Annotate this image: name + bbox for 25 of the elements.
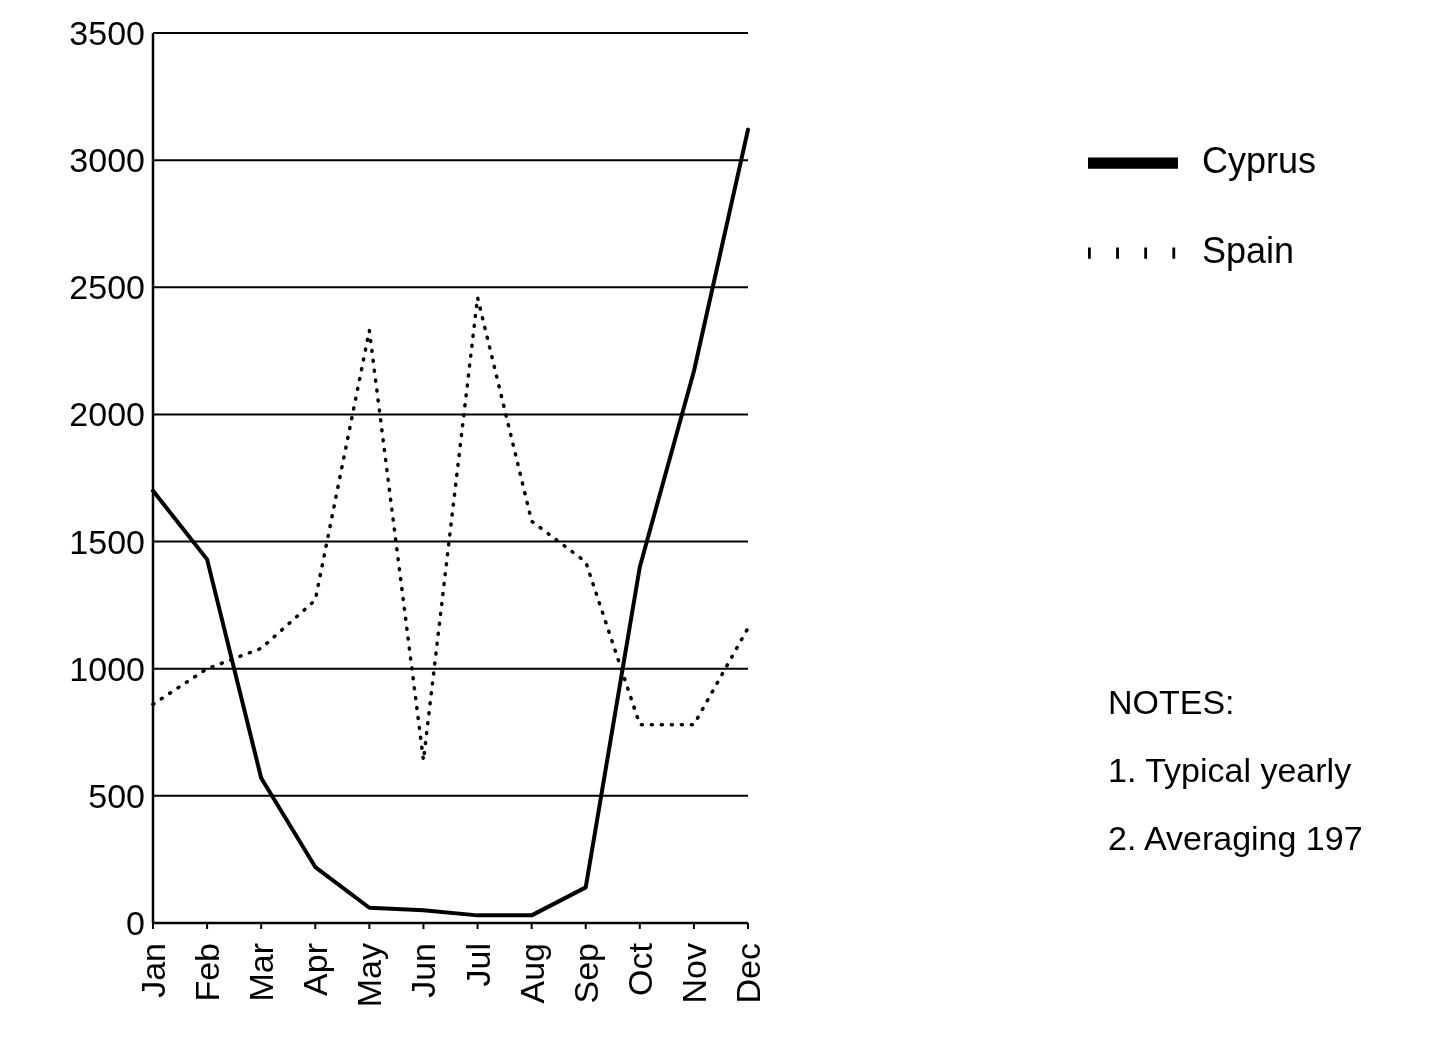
y-tick-label: 2000	[69, 395, 145, 434]
y-tick-label: 1500	[69, 522, 145, 561]
text: 1. Typical yearly	[1108, 750, 1353, 791]
x-tick-label: May	[350, 943, 389, 1008]
x-tick-label: Sep	[566, 943, 605, 1004]
x-tick-label: Jun	[404, 943, 443, 998]
x-tick-label: Feb	[188, 943, 227, 1002]
y-tick-label: 500	[88, 776, 145, 815]
x-tick-label: Aug	[512, 943, 551, 1004]
y-tick-label: 3500	[69, 14, 145, 53]
y-tick-label: 1000	[69, 649, 145, 688]
y-tick-label: 2500	[69, 268, 145, 307]
x-tick-label: Jan	[134, 943, 172, 998]
y-tick-label: 3000	[69, 141, 145, 180]
x-tick-label: Jul	[458, 943, 497, 987]
legend-label: Spain	[1202, 229, 1295, 271]
x-tick-label: Oct	[620, 942, 659, 996]
y-tick-label: 0	[126, 904, 145, 943]
text: NOTES:	[1108, 682, 1236, 723]
x-tick-label: Mar	[242, 943, 281, 1002]
legend-label: Cyprus	[1202, 139, 1317, 181]
text: 2. Averaging 197	[1108, 818, 1363, 859]
x-tick-label: Apr	[296, 943, 335, 996]
x-tick-label: Nov	[674, 943, 713, 1004]
x-tick-label: Dec	[729, 943, 767, 1004]
